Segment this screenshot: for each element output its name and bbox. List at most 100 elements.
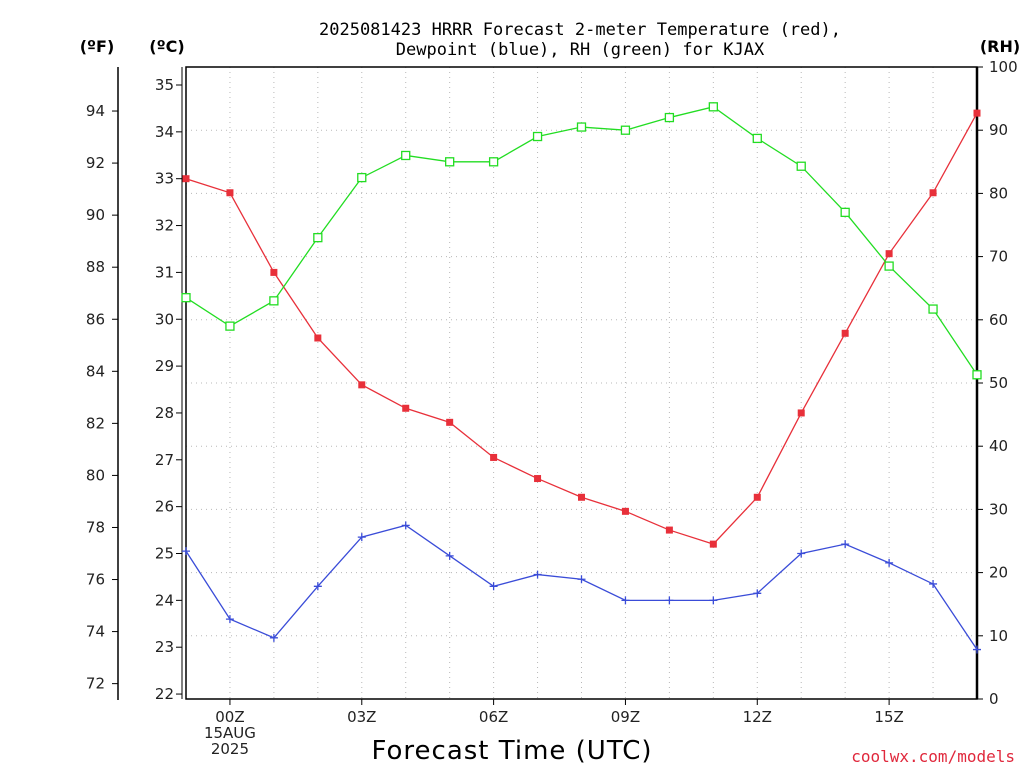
dewpoint-point	[665, 596, 674, 605]
celsius-tick-label: 32	[155, 217, 174, 235]
fahrenheit-tick-label: 72	[86, 675, 105, 693]
dewpoint-point	[182, 547, 190, 556]
chart-title-line-1: 2025081423 HRRR Forecast 2-meter Tempera…	[319, 20, 841, 40]
dewpoint-point	[533, 570, 542, 579]
rh-point	[972, 370, 982, 380]
rh-tick-label: 60	[989, 311, 1008, 329]
x-tick-label: 12Z	[743, 708, 772, 726]
chart-title-line-2: Dewpoint (blue), RH (green) for KJAX	[396, 40, 765, 60]
dewpoint-point	[973, 645, 981, 654]
x-tick-label: 2025	[211, 740, 249, 758]
grid	[186, 67, 977, 699]
fahrenheit-tick-label: 90	[86, 206, 105, 224]
dewpoint-point	[841, 540, 850, 549]
temperature-point	[490, 453, 498, 461]
axes: 22 23 24 25 26 27 28 29 30 31 32 33 34 35 72 74 76 78 80 82…	[86, 58, 1018, 758]
celsius-unit-label: (ºC)	[149, 37, 184, 56]
rh-point	[532, 131, 543, 142]
rh-tick-label: 30	[989, 500, 1008, 518]
x-tick-label: 15AUG	[204, 724, 256, 742]
chart-title: 2025081423 HRRR Forecast 2-meter Tempera…	[319, 20, 841, 60]
data-series	[181, 102, 982, 654]
x-tick-label: 09Z	[611, 708, 640, 726]
celsius-tick-label: 30	[155, 310, 174, 328]
dewpoint-point	[269, 633, 278, 642]
temperature-point	[578, 493, 585, 501]
rh-tick-label: 80	[989, 184, 1008, 202]
temperature-point	[402, 404, 410, 412]
rh-tick-label: 10	[989, 627, 1008, 645]
dewpoint-point	[885, 558, 894, 567]
dewpoint-point	[621, 596, 630, 605]
temperature-point	[973, 109, 981, 117]
rh-point	[664, 112, 675, 123]
rh-tick-label: 50	[989, 374, 1008, 392]
rh-point	[752, 133, 762, 144]
celsius-tick-label: 29	[155, 357, 174, 375]
celsius-tick-label: 35	[155, 76, 174, 94]
watermark-text: coolwx.com/models	[851, 747, 1015, 766]
rh-tick-label: 100	[989, 58, 1018, 76]
celsius-tick-label: 27	[155, 451, 174, 469]
dewpoint-point	[797, 549, 806, 558]
rh-point	[884, 261, 894, 271]
temperature-point	[929, 189, 937, 197]
rh-point	[796, 161, 806, 171]
rh-tick-label: 20	[989, 564, 1008, 582]
dewpoint-point	[929, 579, 938, 588]
rh-point	[313, 232, 323, 243]
temperature-point	[841, 329, 849, 337]
rh-point	[445, 157, 455, 167]
celsius-tick-label: 24	[155, 591, 174, 609]
temperature-point	[665, 526, 673, 534]
fahrenheit-tick-label: 80	[86, 466, 105, 484]
rh-tick-label: 70	[989, 248, 1008, 266]
celsius-tick-label: 22	[155, 685, 174, 703]
rh-point	[401, 150, 411, 161]
temperature-point	[270, 268, 278, 276]
rh-tick-label: 90	[989, 121, 1008, 139]
x-tick-label: 06Z	[479, 708, 508, 726]
temperature-point	[314, 334, 322, 342]
temperature-point	[797, 409, 805, 417]
fahrenheit-tick-label: 84	[86, 362, 105, 380]
temperature-point	[885, 250, 893, 258]
temperature-point	[182, 175, 190, 183]
x-tick-label: 15Z	[874, 708, 903, 726]
celsius-tick-label: 31	[155, 263, 174, 281]
dewpoint-point	[445, 551, 454, 560]
rh-point	[357, 172, 367, 183]
celsius-tick-label: 26	[155, 498, 174, 516]
rh-point	[488, 157, 499, 167]
temperature-point	[709, 540, 717, 548]
fahrenheit-tick-label: 74	[86, 623, 105, 641]
fahrenheit-tick-label: 82	[86, 414, 105, 432]
x-tick-label: 00Z	[215, 708, 244, 726]
dewpoint-point	[577, 575, 586, 584]
fahrenheit-tick-label: 76	[86, 571, 105, 589]
dewpoint-point	[753, 589, 762, 598]
fahrenheit-unit-label: (ºF)	[80, 37, 115, 56]
dewpoint-point	[709, 596, 718, 605]
fahrenheit-tick-label: 88	[86, 258, 105, 276]
dewpoint-point	[357, 533, 366, 542]
dewpoint-point	[313, 582, 322, 591]
rh-point	[928, 304, 938, 314]
temperature-point	[753, 493, 761, 501]
fahrenheit-tick-label: 78	[86, 518, 105, 536]
dewpoint-point	[225, 615, 234, 624]
celsius-tick-label: 28	[155, 404, 174, 422]
celsius-tick-label: 23	[155, 638, 174, 656]
celsius-tick-label: 33	[155, 170, 174, 188]
fahrenheit-tick-label: 86	[86, 310, 105, 328]
rh-point	[708, 102, 718, 112]
dewpoint-point	[489, 582, 498, 591]
temperature-point	[534, 475, 542, 483]
rh-unit-label: (RH)	[980, 37, 1020, 56]
fahrenheit-tick-label: 94	[86, 102, 105, 120]
rh-point	[620, 125, 631, 135]
temperature-point	[446, 418, 454, 426]
rh-point	[181, 293, 191, 303]
celsius-tick-label: 34	[155, 123, 174, 141]
